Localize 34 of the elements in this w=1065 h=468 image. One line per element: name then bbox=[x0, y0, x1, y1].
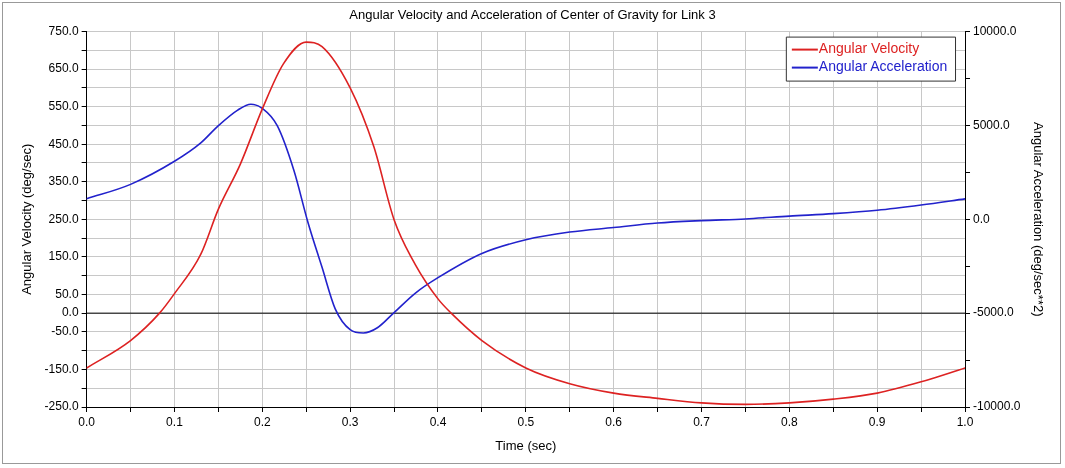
y-tick-label: 50.0 bbox=[55, 286, 79, 301]
legend-label: Angular Velocity bbox=[818, 40, 920, 57]
y2-tick-label: -5000.0 bbox=[973, 305, 1015, 320]
y2-tick-label: -10000.0 bbox=[973, 399, 1021, 414]
y2-tick-label: 10000.0 bbox=[973, 23, 1017, 38]
legend-label: Angular Acceleration bbox=[818, 58, 948, 75]
x-tick-label: 0.5 bbox=[517, 414, 535, 429]
y-tick-label: 250.0 bbox=[48, 211, 79, 226]
y2-tick-label: 5000.0 bbox=[973, 117, 1011, 132]
y-tick-label: 450.0 bbox=[48, 136, 79, 151]
chart-title: Angular Velocity and Acceleration of Center of Gravity for Link 3 bbox=[349, 7, 716, 23]
y-tick-label: -250.0 bbox=[44, 399, 79, 414]
x-tick-label: 0.0 bbox=[78, 414, 96, 429]
y-tick-label: -50.0 bbox=[51, 324, 79, 339]
x-tick-label: 0.6 bbox=[605, 414, 623, 429]
y-tick-label: -150.0 bbox=[44, 361, 79, 376]
y-axis-title: Angular Velocity (deg/sec) bbox=[19, 143, 35, 295]
x-tick-label: 0.7 bbox=[693, 414, 711, 429]
x-tick-label: 0.9 bbox=[868, 414, 886, 429]
x-tick-label: 0.8 bbox=[781, 414, 799, 429]
x-axis-title: Time (sec) bbox=[495, 437, 557, 453]
x-tick-label: 0.1 bbox=[166, 414, 184, 429]
y-tick-label: 750.0 bbox=[48, 23, 79, 38]
x-tick-label: 1.0 bbox=[956, 414, 974, 429]
y-tick-label: 550.0 bbox=[48, 98, 79, 113]
y2-tick-label: 0.0 bbox=[973, 211, 991, 226]
y-tick-label: 0.0 bbox=[61, 305, 79, 320]
x-tick-label: 0.3 bbox=[341, 414, 359, 429]
x-tick-label: 0.2 bbox=[253, 414, 271, 429]
y2-axis-title: Angular Acceleration (deg/sec**2) bbox=[1030, 122, 1046, 317]
x-tick-label: 0.4 bbox=[429, 414, 447, 429]
y-tick-label: 350.0 bbox=[48, 174, 79, 189]
y-tick-label: 650.0 bbox=[48, 61, 79, 76]
y-tick-label: 150.0 bbox=[48, 249, 79, 264]
